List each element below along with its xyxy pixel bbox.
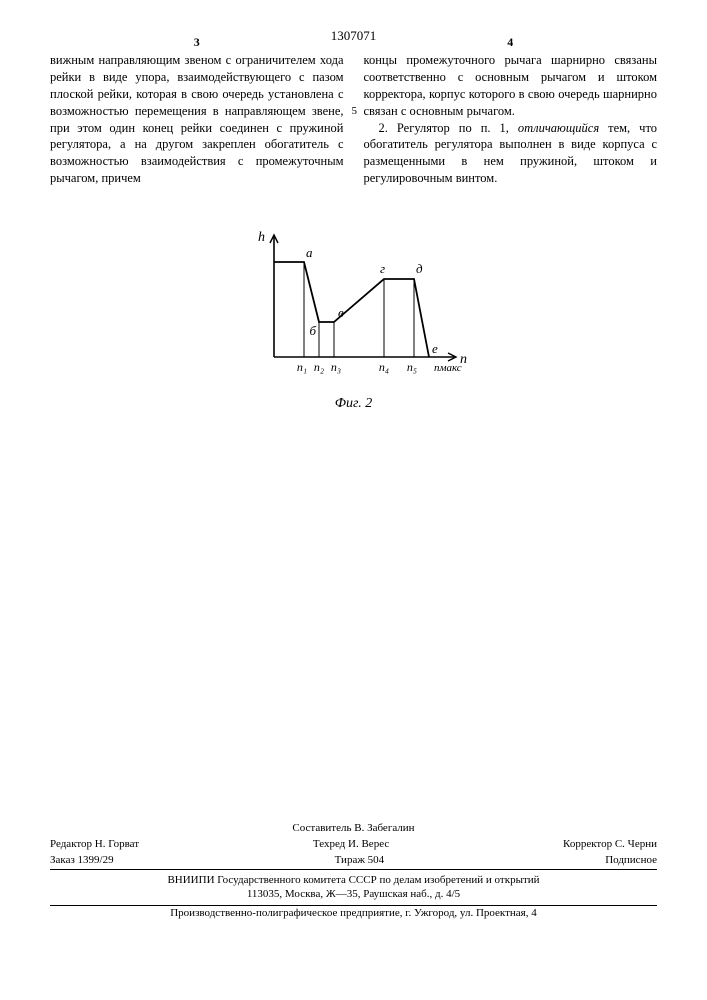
point-b: б	[309, 323, 316, 338]
point-v: в	[338, 305, 344, 320]
point-e: е	[432, 341, 438, 356]
org2: 113035, Москва, Ж—35, Раушская наб., д. …	[50, 887, 657, 905]
y-axis-label: h	[258, 230, 265, 245]
tech: Техред И. Верес	[313, 838, 389, 850]
order: Заказ 1399/29	[50, 854, 114, 866]
right-column: 4 5 концы промежуточного рычага шарнирно…	[364, 52, 658, 187]
claim2-em: отличающийся	[518, 121, 599, 135]
org3: Производственно-полиграфическое предприя…	[50, 906, 657, 920]
claim2-prefix: 2. Регулятор по п. 1,	[379, 121, 518, 135]
document-number: 1307071	[50, 28, 657, 44]
tirazh: Тираж 504	[335, 854, 385, 866]
footer: Составитель В. Забегалин Редактор Н. Гор…	[50, 822, 657, 920]
text-columns: 3 вижным направляющим звеном с ограничит…	[50, 52, 657, 187]
figure-2: h n а б в г д е n₁ n₂ n₃ n₄ n₅ nмакс Фиг…	[50, 217, 657, 412]
compiler: Составитель В. Забегалин	[292, 822, 414, 834]
xtick-5: n₅	[406, 360, 416, 374]
page: 1307071 3 вижным направляющим звеном с о…	[0, 0, 707, 1000]
editor: Редактор Н. Горват	[50, 838, 139, 850]
line-marker-5: 5	[352, 104, 358, 119]
right-text-para2: 2. Регулятор по п. 1, отличающийся тем, …	[364, 120, 658, 188]
left-column-text: вижным направляющим звеном с ограничител…	[50, 53, 344, 185]
xtick-6: nмакс	[434, 362, 462, 374]
xtick-1: n₁	[296, 360, 306, 374]
corrector: Корректор С. Черни	[563, 838, 657, 850]
org1: ВНИИПИ Государственного комитета СССР по…	[50, 873, 657, 887]
right-text-para1: концы промежуточного рычага шарнирно свя…	[364, 53, 658, 118]
xtick-4: n₄	[378, 360, 388, 374]
figure-caption: Фиг. 2	[50, 396, 657, 412]
chart-svg: h n а б в г д е n₁ n₂ n₃ n₄ n₅ nмакс	[234, 217, 474, 387]
xtick-2: n₂	[313, 360, 323, 374]
xtick-3: n₃	[330, 360, 340, 374]
col-number-right: 4	[507, 34, 513, 50]
point-d: д	[416, 261, 423, 276]
point-a: а	[306, 245, 313, 260]
sub: Подписное	[605, 854, 657, 866]
point-g: г	[380, 261, 385, 276]
left-column: 3 вижным направляющим звеном с ограничит…	[50, 52, 344, 187]
col-number-left: 3	[194, 34, 200, 50]
